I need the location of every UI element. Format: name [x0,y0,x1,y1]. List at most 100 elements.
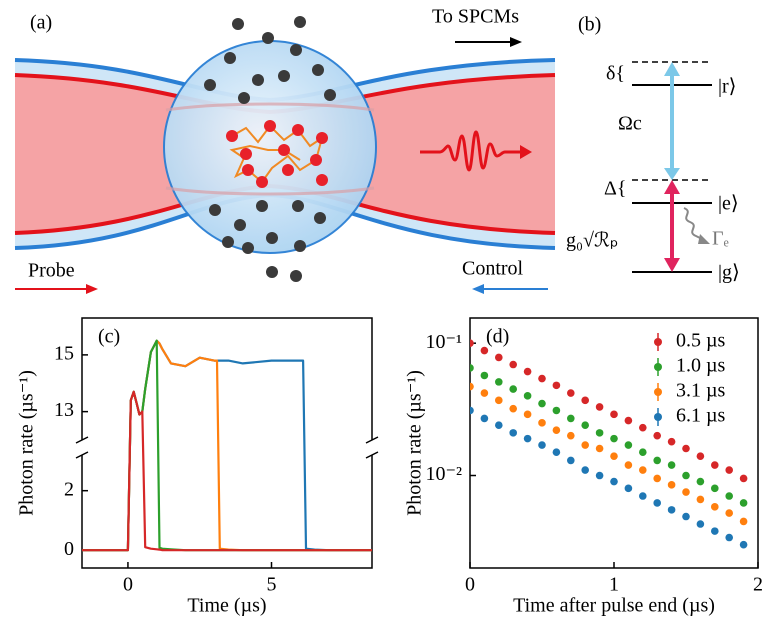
legend-label: 0.5 µs [676,330,726,352]
data-point [538,374,546,383]
data-point [480,371,489,380]
data-point [667,506,676,514]
data-point [639,448,647,457]
data-point [552,448,561,457]
legend-label: 6.1 µs [676,405,726,427]
data-point [509,360,517,369]
data-point [495,353,503,362]
data-line [82,339,372,552]
y-tick-label: 15 [54,342,74,364]
axis-break [75,436,379,459]
data-point [711,503,719,511]
data-point [480,346,489,355]
y-tick-label: 13 [54,399,74,421]
data-point [523,434,532,443]
legend-marker [654,363,662,371]
data-point [509,429,517,437]
data-point [610,477,618,486]
control-label: Control [462,258,524,280]
y-axis-label: Photon rate (µs⁻¹) [404,370,426,516]
level-label: |e⟩ [718,193,739,215]
data-point [470,406,474,415]
ground-atoms [204,16,336,282]
rydberg-atoms [226,120,328,188]
data-point [739,474,748,483]
data-point [682,471,690,480]
data-point [581,466,589,474]
data-point [495,421,503,429]
x-tick-label: 0 [465,574,475,596]
data-point [552,426,561,434]
data-point [653,499,661,507]
data-line [82,390,372,552]
output-pulse [420,130,520,172]
data-point [581,421,589,429]
detector-label: To SPCMs [432,6,519,28]
data-point [538,419,546,427]
plot-area [82,339,372,552]
data-point [509,385,517,393]
data-point [552,406,561,415]
data-point [538,441,546,449]
panel-label: (d) [486,326,509,348]
atom-cloud [163,40,377,254]
data-point [581,441,589,449]
data-point [470,364,474,372]
detuning-label: Δ{ [604,178,626,200]
probe-label: Probe [28,260,75,282]
data-point [538,399,546,408]
data-point [523,392,532,400]
data-point [653,474,661,483]
y-axis-label: Photon rate (µs⁻¹) [16,370,38,516]
legend-marker [654,388,662,396]
data-point [696,477,705,486]
data-point [639,492,647,500]
data-point [667,481,676,489]
data-point [624,461,633,469]
frame [81,317,373,569]
data-point [725,533,733,542]
y-tick-label: 0 [64,538,74,560]
data-point [639,423,647,432]
data-point [595,429,604,437]
decay-arrowhead [698,234,710,244]
data-point [682,444,690,453]
data-point [470,382,474,391]
data-point [696,452,705,460]
polariton-link [229,124,324,184]
data-point [624,416,633,425]
data-point [581,396,589,405]
data-point [480,414,489,423]
data-point [567,456,575,465]
data-point [567,431,575,440]
x-axis-label: Time after pulse end (µs) [513,595,715,617]
coupling-label: Ωc [618,113,642,135]
data-point [495,378,503,386]
panel-label: (a) [30,12,52,34]
data-point [523,367,532,376]
data-point [567,414,575,423]
y-tick-label: 10⁻² [425,463,462,485]
output-arrowhead [520,145,532,159]
data-point [624,441,633,449]
decay-arrow [683,207,705,241]
level-label: |g⟩ [718,262,740,284]
data-point [624,484,633,493]
level-label: |r⟩ [718,76,736,98]
data-point [523,410,532,419]
data-point [682,488,690,496]
decay-label: Γₑ [712,228,729,250]
legend-label: 3.1 µs [676,380,726,402]
data-point [610,410,618,419]
data-point [653,456,661,465]
data-point [696,495,705,504]
y-tick-label: 10⁻¹ [425,331,462,353]
plot-area [470,339,748,549]
control-arrowhead [472,284,484,294]
data-point [667,437,676,446]
chart: 0 5 0 2 13 15 (c) Time (µs) Photon rate (µs⁻¹) [16,317,379,617]
beam-inside [165,102,375,196]
panel-label: (b) [578,14,601,36]
panel-label: (c) [98,326,120,348]
